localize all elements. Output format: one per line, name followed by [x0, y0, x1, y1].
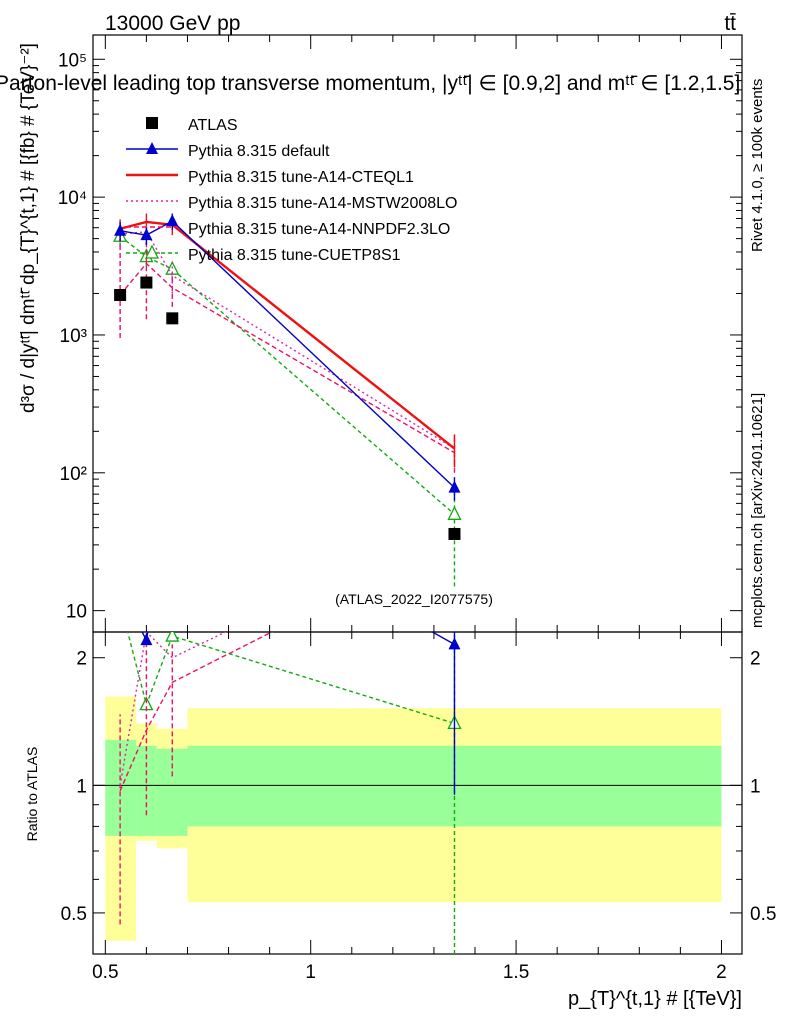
ratio-bands [93, 696, 742, 941]
series-5-marker [447, 505, 462, 520]
side-label-rivet: Rivet 4.1.0, ≥ 100k events [749, 79, 766, 252]
ratio-y-axis-label: Ratio to ATLAS [24, 747, 40, 842]
series-1-ratio-marker [448, 637, 461, 650]
legend-marker-5 [144, 244, 160, 259]
series-2-line [119, 220, 456, 450]
series-1-marker [140, 228, 153, 241]
series-1-ratio-line [141, 632, 455, 646]
series-0-marker [448, 527, 461, 540]
series-1-marker [448, 480, 461, 493]
y-tick-label: 10⁵ [58, 50, 87, 71]
series-1-ratio-marker [140, 633, 153, 646]
y-tick-label: 10³ [60, 326, 87, 347]
legend-marker-1 [146, 142, 158, 154]
y-tick-label: 10 [66, 602, 87, 623]
ratio-plot-frame [92, 631, 743, 955]
energy-label: 13000 GeV pp [105, 12, 240, 35]
legend-label-4: Pythia 8.315 tune-A14-NNPDF2.3LO [188, 221, 450, 238]
legend-label-5: Pythia 8.315 tune-CUETP8S1 [188, 247, 401, 264]
legend-marker-0 [146, 117, 158, 129]
legend-label-3: Pythia 8.315 tune-A14-MSTW2008LO [188, 195, 457, 212]
x-tick-label: 2 [716, 962, 727, 983]
legend-label-2: Pythia 8.315 tune-A14-CTEQL1 [188, 169, 414, 186]
ratio-tick-label-right: 0.5 [750, 904, 776, 925]
series-4-ratio-line [119, 632, 274, 792]
ratio-band-inner [156, 748, 188, 836]
chart-title: Parton-level leading top transverse mome… [0, 72, 740, 95]
series-3-line [120, 231, 455, 450]
side-label-mcplots: mcplots.cern.ch [arXiv:2401.10621] [749, 393, 766, 628]
ratio-tick-label: 2 [76, 649, 87, 670]
process-label: tt̄ [724, 12, 736, 35]
ratio-series-group [114, 478, 462, 954]
series-0-marker [166, 312, 179, 325]
main-series-group [113, 213, 462, 587]
series-2-ratio-line [120, 497, 454, 600]
legend-label-1: Pythia 8.315 default [188, 143, 330, 160]
series-1-line [119, 220, 455, 489]
series-5-ratio-marker [114, 595, 126, 607]
y-tick-label: 10⁴ [58, 188, 87, 209]
series-5-line [119, 235, 455, 515]
x-tick-label: 1.5 [503, 962, 529, 983]
legend: ATLAS Pythia 8.315 default Pythia 8.315 tu… [126, 117, 457, 264]
ratio-tick-label-right: 1 [750, 776, 761, 797]
legend-label-0: ATLAS [188, 117, 238, 134]
y-tick-label: 10² [60, 464, 87, 485]
ratio-tick-label: 1 [76, 776, 87, 797]
series-1-marker [114, 223, 127, 236]
series-1-marker [166, 214, 179, 227]
y-axis-label: d³σ / d|yᵗᵗ̄| dmᵗᵗ̄ dp_{T}^{t,1} # [{fb}… [18, 43, 39, 413]
x-axis-label: p_{T}^{t,1} # [{TeV}] [568, 988, 742, 1010]
series-1-ratio-marker [114, 582, 126, 594]
series-0-marker [114, 288, 127, 301]
series-5-ratio-marker [165, 632, 180, 642]
series-1-ratio-marker [166, 478, 178, 490]
x-tick-label: 0.5 [92, 962, 118, 983]
x-tick-label: 1 [305, 962, 316, 983]
series-0-marker [140, 276, 153, 289]
watermark: (ATLAS_2022_I2077575) [335, 591, 493, 607]
series-5-ratio-line [126, 632, 455, 725]
series-4-line [119, 262, 455, 454]
ratio-tick-label-right: 2 [750, 649, 761, 670]
ratio-tick-label: 0.5 [61, 904, 87, 925]
